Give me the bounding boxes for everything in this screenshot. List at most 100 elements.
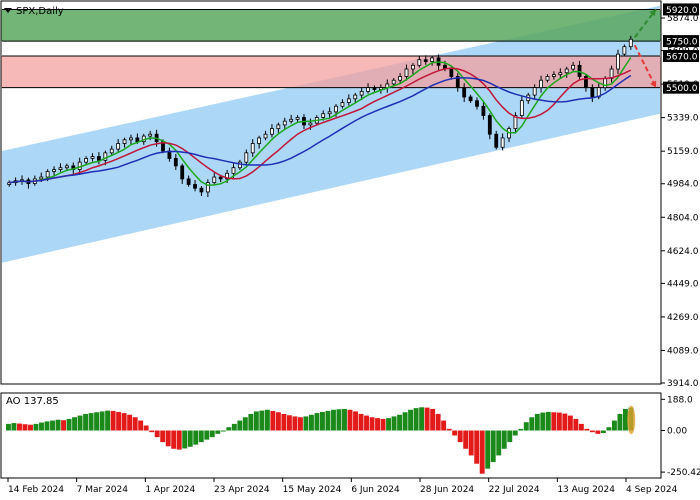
candle-body	[321, 113, 326, 118]
candle-body	[404, 68, 409, 77]
ao-bar	[606, 427, 612, 431]
candle-body	[58, 167, 63, 170]
candle-body	[289, 118, 294, 122]
price-level-tag	[663, 81, 699, 94]
candle-body	[353, 94, 358, 100]
x-tick-label: 6 Jun 2024	[351, 485, 400, 495]
ao-bar	[578, 423, 584, 431]
ao-bar	[303, 416, 309, 431]
ma-line-5	[9, 57, 632, 186]
ao-bar	[83, 413, 89, 431]
ao-bar	[474, 430, 480, 464]
ao-bar	[430, 408, 436, 431]
ao-bar	[622, 408, 628, 431]
price-panel	[1, 5, 661, 263]
candle-body	[603, 77, 608, 89]
ao-bar	[402, 412, 408, 431]
ao-bar	[611, 420, 617, 431]
y-tick-label: 4984.0	[667, 180, 699, 190]
ao-bar	[292, 416, 298, 431]
x-tick-label: 13 Aug 2024	[557, 485, 615, 495]
candle-body	[487, 115, 492, 135]
ao-bar	[44, 421, 50, 431]
candle-body	[212, 176, 217, 184]
ao-bar	[479, 430, 485, 474]
ao-bar	[501, 430, 507, 449]
ao-bar	[545, 411, 551, 431]
candle-body	[558, 72, 563, 76]
ao-bar	[331, 409, 336, 431]
ma-line-10	[9, 67, 632, 184]
ao-bar	[589, 430, 595, 433]
candle-body	[462, 87, 467, 98]
ao-bar	[562, 413, 568, 431]
candle-body	[571, 64, 576, 70]
ao-bar	[485, 430, 491, 469]
candle-body	[180, 165, 185, 180]
candle-body	[97, 156, 101, 161]
y-tick-label: 5159.0	[667, 147, 699, 157]
ao-bar	[17, 423, 22, 431]
ao-bar	[540, 412, 546, 431]
x-tick-label: 28 Jun 2024	[420, 485, 474, 495]
price-level-tag-text: 5920.0	[666, 6, 698, 16]
candle-body	[411, 64, 415, 70]
x-tick-label: 23 Apr 2024	[214, 485, 270, 495]
ao-bar	[160, 430, 166, 443]
ao-bar	[413, 408, 419, 431]
ao-bar	[518, 428, 524, 431]
ao-bar	[116, 411, 122, 431]
ao-bar	[105, 410, 111, 431]
candle-body	[103, 152, 108, 161]
dropdown-triangle-icon	[4, 8, 12, 13]
price-panel-border	[0, 0, 662, 385]
ao-bar	[380, 418, 386, 431]
x-tick-label: 14 Feb 2024	[8, 485, 64, 495]
ao-bar	[242, 417, 248, 431]
ao-bar	[364, 415, 369, 431]
candle-body	[186, 178, 191, 185]
candle-body	[628, 38, 633, 48]
ao-bar	[419, 407, 425, 431]
candle-body	[590, 87, 595, 98]
ao-bar	[149, 430, 155, 433]
ao-bar	[55, 419, 61, 431]
ao-bar	[50, 420, 55, 431]
ao-bar	[369, 417, 375, 431]
ao-bar	[424, 407, 430, 431]
ao-bar	[264, 409, 270, 431]
candle-body	[282, 120, 287, 126]
ao-bar	[308, 414, 314, 431]
price-level-tag	[663, 3, 699, 16]
ao-bar	[595, 430, 601, 434]
candle-body	[417, 59, 422, 66]
ao-bar	[391, 416, 397, 431]
ao-bar	[77, 415, 83, 431]
ao-panel-border	[0, 392, 662, 479]
ao-bar	[193, 430, 199, 445]
ao-bar	[507, 430, 513, 443]
ao-bar	[457, 430, 463, 443]
symbol-label: SPX,Daily	[16, 6, 64, 17]
ao-bar	[33, 423, 39, 431]
price-level-tag	[663, 35, 699, 48]
ao-bar	[165, 430, 171, 447]
candle-body	[270, 128, 274, 135]
candle-body	[39, 176, 44, 180]
ao-bar	[463, 430, 469, 449]
ao-bar	[88, 413, 94, 431]
candle-body	[346, 98, 351, 103]
candle-body	[276, 124, 281, 130]
ao-bar	[446, 428, 452, 431]
ao-bar	[567, 415, 573, 431]
candle-body	[135, 137, 140, 143]
candle-body	[513, 115, 518, 130]
candle-body	[116, 143, 121, 150]
ao-bar	[397, 414, 403, 431]
candle-body	[455, 76, 460, 89]
candle-body	[199, 187, 204, 193]
y-tick-label: 4449.0	[667, 279, 699, 289]
x-tick-label: 1 Apr 2024	[145, 485, 195, 495]
candle-body	[475, 100, 479, 107]
ao-bar	[523, 422, 529, 431]
